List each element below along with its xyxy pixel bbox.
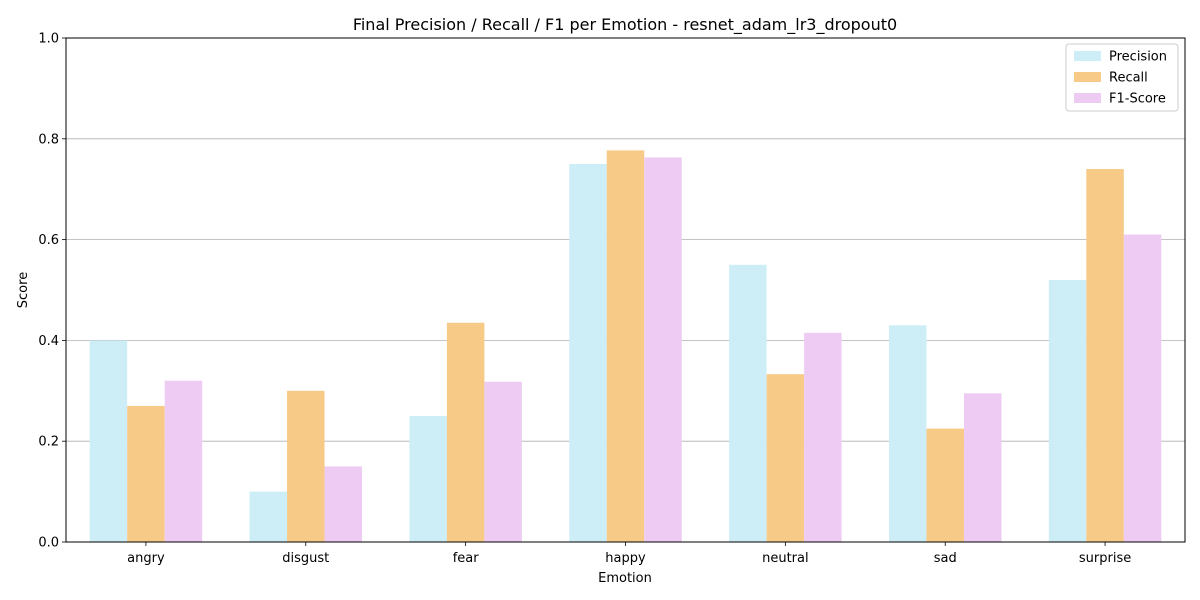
bar-f1-score-neutral bbox=[804, 332, 842, 542]
x-tick-label: disgust bbox=[282, 551, 329, 566]
bar-recall-happy bbox=[606, 150, 645, 542]
bar-f1-score-surprise bbox=[1123, 234, 1162, 542]
y-tick-label: 0.0 bbox=[38, 536, 59, 551]
bar-f1-score-happy bbox=[644, 157, 682, 542]
legend: Precision Recall F1-Score bbox=[1065, 43, 1179, 112]
x-tick-label: happy bbox=[605, 551, 646, 566]
y-tick-label: 0.2 bbox=[38, 435, 59, 450]
bars bbox=[89, 150, 1162, 543]
axes: 0.0 0.2 0.4 0.6 0.8 1.0 angry disgust fear happy n… bbox=[38, 32, 1186, 566]
x-tick-label: fear bbox=[453, 551, 480, 566]
bar-f1-score-fear bbox=[484, 381, 522, 542]
bar-f1-score-angry bbox=[164, 380, 203, 542]
chart-title: Final Precision / Recall / F1 per Emotio… bbox=[353, 15, 897, 35]
x-axis-label: Emotion bbox=[598, 571, 652, 586]
y-tick-label: 1.0 bbox=[38, 32, 59, 47]
bar-recall-disgust bbox=[287, 390, 325, 542]
bar-precision-neutral bbox=[729, 264, 767, 542]
y-tick-label: 0.4 bbox=[38, 334, 59, 349]
bar-recall-surprise bbox=[1086, 169, 1124, 543]
bar-precision-disgust bbox=[249, 491, 288, 542]
legend-swatch bbox=[1074, 93, 1101, 103]
y-tick-label: 0.6 bbox=[38, 233, 59, 248]
bar-recall-sad bbox=[926, 428, 964, 542]
legend-swatch bbox=[1074, 51, 1101, 61]
bar-precision-fear bbox=[409, 416, 447, 542]
bar-recall-neutral bbox=[766, 374, 805, 542]
legend-swatch bbox=[1074, 72, 1101, 82]
bar-precision-sad bbox=[888, 325, 927, 542]
y-axis-label: Score bbox=[16, 272, 31, 308]
x-tick-label: surprise bbox=[1079, 551, 1131, 566]
bar-recall-angry bbox=[127, 405, 165, 542]
bar-f1-score-disgust bbox=[324, 466, 363, 542]
legend-entry: Precision bbox=[1109, 50, 1167, 65]
x-tick-label: neutral bbox=[762, 551, 809, 566]
legend-entry: F1-Score bbox=[1109, 92, 1166, 107]
bar-recall-fear bbox=[446, 322, 485, 542]
legend-entry: Recall bbox=[1109, 71, 1148, 86]
bar-f1-score-sad bbox=[963, 393, 1002, 542]
bar-precision-happy bbox=[569, 164, 607, 542]
y-tick-label: 0.8 bbox=[38, 132, 59, 147]
bar-precision-angry bbox=[89, 340, 128, 542]
x-tick-label: angry bbox=[127, 551, 165, 566]
plot-frame bbox=[65, 37, 1186, 543]
bar-precision-surprise bbox=[1048, 279, 1087, 542]
x-tick-label: sad bbox=[934, 551, 957, 566]
